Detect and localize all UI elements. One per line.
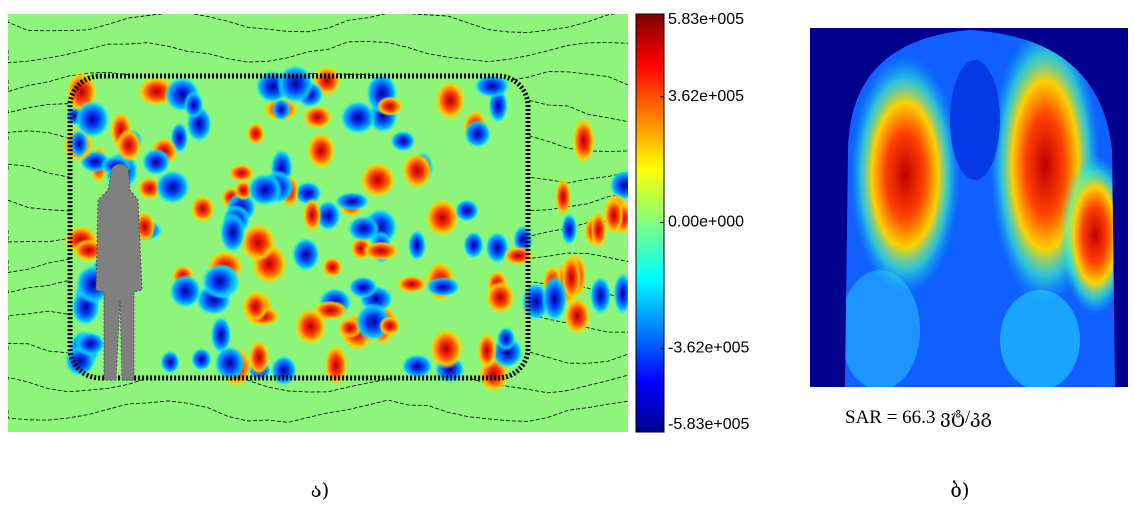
panel-caption: ბ) bbox=[950, 478, 969, 502]
field-blob bbox=[348, 276, 379, 299]
contour-line bbox=[8, 399, 628, 423]
field-blob bbox=[294, 307, 327, 345]
field-blob bbox=[168, 274, 202, 309]
field-blob bbox=[613, 272, 628, 315]
field-blob bbox=[563, 297, 591, 335]
field-blob bbox=[603, 196, 624, 235]
colorbar-tick-label: 5.83e+005 bbox=[668, 11, 744, 28]
colorbar bbox=[635, 13, 665, 433]
field-blob bbox=[454, 199, 480, 222]
field-blob bbox=[425, 276, 461, 297]
field-blob bbox=[339, 100, 377, 135]
colorbar-tick-label: 3.62e+005 bbox=[668, 88, 744, 105]
field-blob bbox=[503, 246, 534, 266]
contour-line bbox=[8, 369, 628, 394]
field-blob bbox=[541, 275, 568, 322]
field-blob bbox=[485, 280, 515, 314]
field-blob bbox=[359, 162, 396, 198]
human-model bbox=[95, 163, 143, 381]
sar-annotation: SAR = 66.3 ვტ/კგ bbox=[845, 407, 992, 428]
field-blob bbox=[572, 117, 596, 164]
field-blob bbox=[190, 347, 212, 372]
field-blob bbox=[362, 241, 400, 261]
panel-caption: ა) bbox=[311, 478, 330, 502]
field-blob bbox=[396, 275, 427, 294]
field-blob bbox=[407, 229, 427, 261]
cavity-wall bbox=[67, 73, 531, 381]
field-blob bbox=[376, 96, 403, 117]
colorbar-tick-label: 0.00e+000 bbox=[668, 214, 744, 231]
contour-line bbox=[8, 41, 628, 64]
field-blob bbox=[425, 198, 460, 237]
field-blob bbox=[190, 195, 215, 223]
field-blob bbox=[183, 90, 204, 119]
field-blob bbox=[401, 353, 434, 379]
field-blob bbox=[213, 345, 246, 382]
field-blob bbox=[560, 212, 578, 246]
field-blob bbox=[306, 132, 336, 169]
field-blob bbox=[160, 350, 181, 374]
field-blob bbox=[75, 331, 106, 356]
field-blob bbox=[154, 169, 191, 205]
field-blob bbox=[201, 263, 239, 299]
field-blob bbox=[302, 198, 322, 232]
field-blob bbox=[246, 173, 284, 207]
field-blob bbox=[141, 148, 171, 176]
field-blob bbox=[554, 177, 572, 216]
field-blob bbox=[463, 119, 492, 149]
field-blob bbox=[248, 339, 270, 376]
field-blob bbox=[246, 121, 265, 146]
field-blob bbox=[116, 128, 142, 163]
field-blob bbox=[270, 354, 298, 387]
field-blob bbox=[271, 98, 291, 121]
field-blob bbox=[315, 200, 341, 232]
field-blob bbox=[210, 315, 232, 355]
field-blob bbox=[435, 80, 466, 120]
contour-line bbox=[8, 14, 617, 33]
colorbar-tick-label: -5.83e+005 bbox=[668, 416, 750, 433]
field-blob bbox=[321, 256, 343, 278]
field-blob bbox=[462, 230, 485, 259]
field-blob bbox=[473, 74, 510, 99]
field-blob bbox=[390, 130, 416, 152]
field-blob bbox=[74, 100, 110, 139]
field-blob bbox=[219, 211, 246, 254]
field-blob bbox=[334, 191, 370, 211]
field-blob bbox=[291, 237, 321, 272]
field-blob bbox=[378, 316, 401, 336]
field-plot bbox=[8, 14, 628, 432]
field-blob bbox=[477, 332, 497, 369]
field-blob bbox=[302, 105, 333, 130]
field-blob bbox=[243, 291, 269, 323]
sar-plot bbox=[810, 28, 1128, 387]
field-blob bbox=[589, 276, 612, 316]
field-blob bbox=[609, 169, 628, 201]
field-blob bbox=[276, 64, 314, 104]
field-blob bbox=[347, 215, 380, 242]
field-blob bbox=[401, 152, 433, 189]
colorbar-tick-label: -3.62e+005 bbox=[668, 339, 750, 356]
field-blob bbox=[324, 344, 348, 387]
field-blob bbox=[69, 129, 89, 158]
field-blob bbox=[240, 223, 276, 262]
field-blob bbox=[429, 328, 463, 370]
field-blob bbox=[496, 326, 516, 351]
field-blob bbox=[590, 211, 607, 249]
field-blob bbox=[228, 163, 255, 183]
